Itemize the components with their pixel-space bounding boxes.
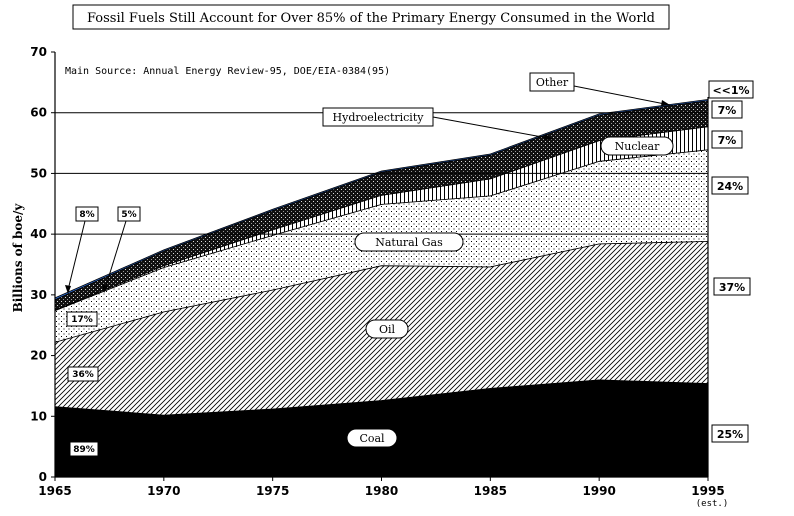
svg-text:36%: 36% — [72, 370, 94, 380]
left-share-hydro: 8% — [65, 206, 99, 294]
chart-title: Fossil Fuels Still Account for Over 85% … — [87, 11, 655, 26]
series-label-hydroelectricity-text: Hydroelectricity — [333, 111, 425, 124]
x-tick-note: (est.) — [696, 499, 729, 509]
right-share-other: <<1% — [708, 80, 754, 99]
series-label-oil-text: Oil — [379, 323, 396, 336]
x-tick-label: 1980 — [365, 484, 398, 498]
left-share-oil: 36% — [67, 366, 99, 382]
svg-text:24%: 24% — [717, 180, 743, 193]
y-tick-label: 20 — [30, 349, 47, 363]
series-label-other: Other — [529, 72, 671, 106]
svg-text:17%: 17% — [71, 315, 93, 325]
y-axis-label: Billions of boe/y — [11, 203, 25, 313]
series-label-coal: Coal — [346, 428, 398, 448]
x-tick-label: 1995 — [691, 484, 724, 498]
svg-text:<<1%: <<1% — [712, 84, 749, 97]
series-label-other-text: Other — [536, 76, 569, 89]
series-label-coal-text: Coal — [359, 432, 385, 445]
series-label-hydroelectricity: Hydroelectricity — [322, 107, 554, 140]
x-tick-label: 1975 — [256, 484, 289, 498]
left-share-other: 5% — [102, 206, 141, 293]
y-tick-label: 70 — [30, 45, 47, 59]
right-share-natural-gas: 24% — [711, 176, 749, 195]
y-tick-label: 50 — [30, 166, 47, 180]
left-share-coal: 89% — [69, 441, 99, 457]
svg-text:89%: 89% — [73, 445, 95, 455]
series-label-oil: Oil — [365, 319, 409, 339]
x-tick-label: 1965 — [38, 484, 71, 498]
y-tick-label: 40 — [30, 227, 47, 241]
svg-text:25%: 25% — [717, 428, 743, 441]
svg-text:7%: 7% — [718, 104, 737, 117]
source-note: Main Source: Annual Energy Review-95, DO… — [65, 66, 390, 77]
chart-title-box — [72, 4, 670, 30]
right-share-coal: 25% — [711, 424, 749, 443]
area-series — [54, 98, 709, 478]
series-label-natural-gas-text: Natural Gas — [375, 236, 443, 249]
right-share-nuclear: 7% — [711, 130, 743, 149]
y-tick-label: 60 — [30, 106, 47, 120]
y-tick-labels: 0 10 20 30 40 50 60 70 — [30, 45, 55, 484]
x-tick-label: 1970 — [147, 484, 180, 498]
right-share-hydroelectricity: 7% — [711, 100, 743, 119]
series-label-nuclear-text: Nuclear — [615, 140, 660, 153]
series-label-natural-gas: Natural Gas — [354, 232, 464, 252]
series-label-nuclear: Nuclear — [600, 136, 674, 156]
svg-text:5%: 5% — [121, 210, 136, 220]
y-tick-label: 10 — [30, 409, 47, 423]
right-share-oil: 37% — [713, 277, 751, 296]
y-tick-label: 0 — [39, 470, 47, 484]
svg-text:37%: 37% — [719, 281, 745, 294]
svg-text:7%: 7% — [718, 134, 737, 147]
y-tick-label: 30 — [30, 288, 47, 302]
left-share-natural-gas: 17% — [66, 311, 98, 327]
svg-text:8%: 8% — [79, 210, 94, 220]
x-tick-labels: 1965 1970 1975 1980 1985 1990 1995 — [38, 477, 725, 498]
x-tick-label: 1990 — [582, 484, 615, 498]
chart-title-group: Fossil Fuels Still Account for Over 85% … — [72, 4, 670, 30]
x-tick-label: 1985 — [474, 484, 507, 498]
